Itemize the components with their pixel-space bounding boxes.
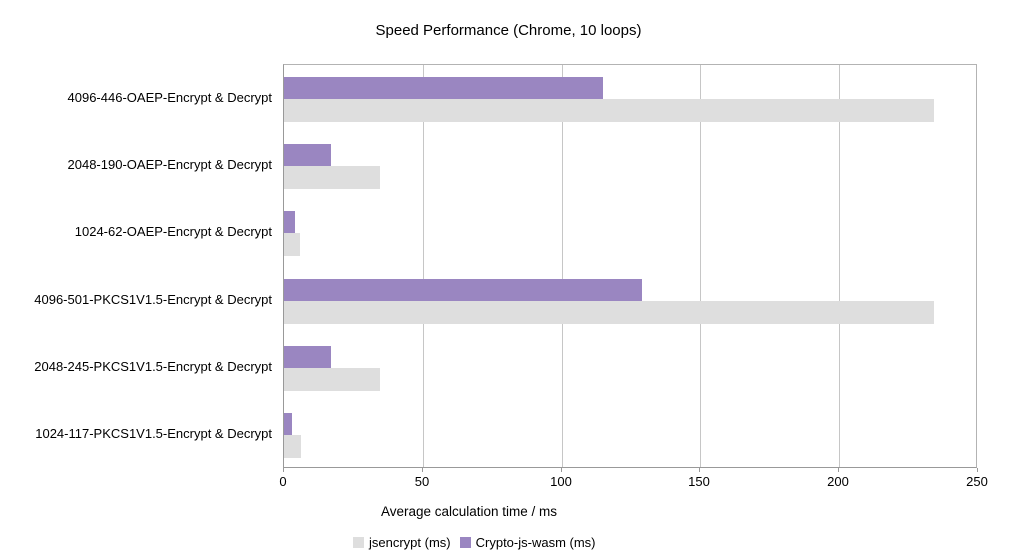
bar-jsencrypt-1	[284, 166, 380, 189]
category-label-2: 1024-62-OAEP-Encrypt & Decrypt	[74, 224, 272, 240]
x-tick-label-100: 100	[550, 474, 572, 489]
x-tick-mark-100	[561, 468, 562, 472]
x-tick-label-50: 50	[414, 474, 430, 489]
x-tick-mark-50	[422, 468, 423, 472]
category-label-5: 1024-117-PKCS1V1.5-Encrypt & Decrypt	[35, 426, 272, 442]
chart-title: Speed Performance (Chrome, 10 loops)	[375, 22, 642, 39]
legend-swatch-crypto-js-wasm-icon	[459, 537, 471, 548]
legend-item-jsencrypt: jsencrypt (ms)	[353, 535, 451, 550]
category-label-4: 2048-245-PKCS1V1.5-Encrypt & Decrypt	[34, 359, 272, 374]
x-tick-label-250: 250	[966, 474, 988, 489]
bar-crypto-js-wasm-2	[284, 211, 296, 234]
x-gridline-150	[700, 65, 701, 467]
x-tick-mark-250	[977, 468, 978, 472]
bar-crypto-js-wasm-1	[284, 144, 332, 166]
x-tick-mark-150	[699, 468, 700, 472]
bar-jsencrypt-2	[284, 233, 300, 257]
bar-jsencrypt-5	[284, 435, 301, 459]
bar-crypto-js-wasm-3	[284, 278, 643, 301]
x-gridline-100	[562, 65, 563, 467]
bar-crypto-js-wasm-4	[284, 346, 332, 368]
x-tick-label-200: 200	[827, 474, 849, 489]
x-tick-mark-0	[283, 468, 284, 472]
bar-crypto-js-wasm-0	[284, 76, 604, 99]
legend-label-jsencrypt: jsencrypt (ms)	[369, 535, 451, 550]
legend-item-crypto-js-wasm: Crypto-js-wasm (ms)	[459, 535, 596, 550]
legend: jsencrypt (ms) Crypto-js-wasm (ms)	[353, 535, 596, 550]
x-tick-label-150: 150	[688, 474, 710, 489]
legend-swatch-jsencrypt-icon	[353, 537, 364, 548]
legend-label-crypto-js-wasm: Crypto-js-wasm (ms)	[475, 535, 596, 550]
x-axis-title: Average calculation time / ms	[380, 504, 558, 519]
bar-jsencrypt-4	[284, 368, 380, 391]
plot-area	[283, 64, 977, 468]
bar-jsencrypt-0	[284, 98, 934, 122]
x-gridline-50	[423, 65, 424, 467]
category-label-0: 4096-446-OAEP-Encrypt & Decrypt	[67, 89, 272, 105]
x-gridline-200	[839, 65, 840, 467]
category-label-3: 4096-501-PKCS1V1.5-Encrypt & Decrypt	[34, 291, 272, 307]
bar-crypto-js-wasm-5	[284, 413, 293, 436]
category-label-1: 2048-190-OAEP-Encrypt & Decrypt	[67, 157, 272, 172]
x-tick-label-0: 0	[279, 474, 287, 489]
bar-jsencrypt-3	[284, 300, 934, 324]
x-tick-mark-200	[838, 468, 839, 472]
